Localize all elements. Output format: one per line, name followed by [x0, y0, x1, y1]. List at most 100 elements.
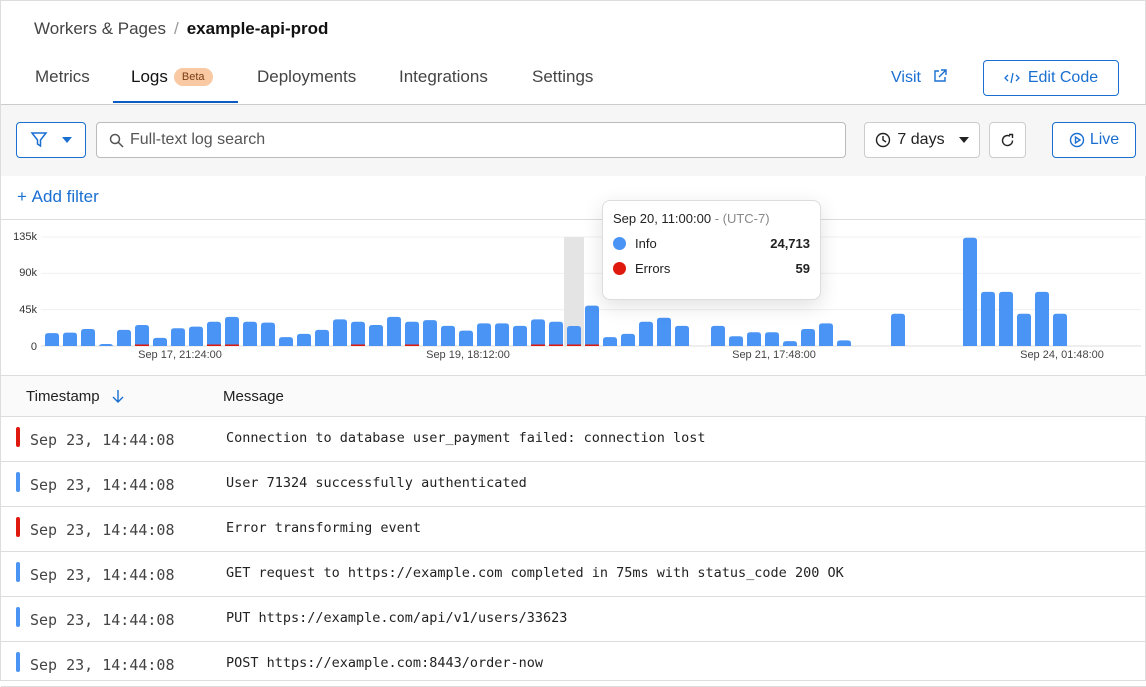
info-bar[interactable] — [405, 321, 419, 346]
info-bar[interactable] — [99, 343, 113, 347]
info-bar[interactable] — [495, 323, 509, 346]
x-tick-label: Sep 21, 17:48:00 — [732, 349, 816, 361]
info-bar[interactable] — [63, 332, 77, 346]
column-timestamp[interactable]: Timestamp — [26, 388, 124, 405]
info-bar[interactable] — [567, 326, 581, 346]
tooltip-timezone: (UTC-7) — [722, 211, 770, 226]
info-bar[interactable] — [765, 332, 779, 346]
filter-icon — [30, 132, 48, 148]
log-message: Connection to database user_payment fail… — [226, 430, 706, 446]
log-timestamp: Sep 23, 14:44:08 — [30, 656, 175, 674]
code-icon — [1003, 72, 1020, 84]
info-bar[interactable] — [531, 319, 545, 346]
x-tick-label: Sep 24, 01:48:00 — [1020, 349, 1104, 361]
edit-code-button[interactable]: Edit Code — [983, 60, 1119, 96]
info-bar[interactable] — [441, 325, 455, 346]
info-bar[interactable] — [783, 341, 797, 346]
info-bar[interactable] — [45, 333, 59, 346]
breadcrumb: Workers & Pages / example-api-prod — [34, 19, 328, 39]
search-input[interactable] — [130, 131, 845, 149]
add-filter-button[interactable]: + Add filter — [17, 187, 99, 207]
info-bar[interactable] — [819, 323, 833, 346]
add-filter-label: Add filter — [31, 187, 99, 206]
info-bar[interactable] — [207, 321, 221, 346]
log-row[interactable]: Sep 23, 14:44:08 POST https://example.com… — [1, 642, 1146, 687]
filter-menu-button[interactable] — [16, 122, 86, 158]
info-bar[interactable] — [117, 329, 131, 346]
live-button[interactable]: Live — [1052, 122, 1136, 158]
info-bar[interactable] — [153, 337, 167, 346]
caret-down-icon — [62, 137, 72, 143]
info-bar[interactable] — [387, 316, 401, 346]
error-bar — [549, 344, 563, 346]
x-tick-label: Sep 17, 21:24:00 — [138, 349, 222, 361]
info-bar[interactable] — [351, 321, 365, 346]
log-timestamp: Sep 23, 14:44:08 — [30, 566, 175, 584]
info-bar[interactable] — [801, 329, 815, 346]
info-bar[interactable] — [225, 316, 239, 346]
log-row[interactable]: Sep 23, 14:44:08 GET request to https://e… — [1, 552, 1146, 597]
time-range-value: 7 days — [897, 131, 945, 148]
info-bar[interactable] — [747, 332, 761, 346]
log-row[interactable]: Sep 23, 14:44:08 Connection to database u… — [1, 417, 1146, 462]
info-bar[interactable] — [261, 322, 275, 346]
info-bar[interactable] — [963, 237, 977, 346]
level-indicator-error — [16, 427, 20, 447]
column-label: Timestamp — [26, 388, 100, 405]
info-bar[interactable] — [999, 291, 1013, 346]
info-bar[interactable] — [243, 321, 257, 346]
info-bar[interactable] — [333, 319, 347, 346]
info-bar[interactable] — [81, 329, 95, 346]
info-bar[interactable] — [549, 321, 563, 346]
tab-integrations[interactable]: Integrations — [399, 67, 488, 86]
y-tick-label: 135k — [13, 231, 37, 243]
info-bar[interactable] — [279, 337, 293, 346]
info-bar[interactable] — [315, 329, 329, 346]
info-bar[interactable] — [981, 291, 995, 346]
visit-link[interactable]: Visit — [891, 69, 948, 87]
info-bar[interactable] — [729, 336, 743, 346]
info-bar[interactable] — [189, 326, 203, 346]
info-bar[interactable] — [423, 320, 437, 346]
log-timestamp: Sep 23, 14:44:08 — [30, 611, 175, 629]
info-bar[interactable] — [585, 305, 599, 346]
x-tick-label: Sep 19, 18:12:00 — [426, 349, 510, 361]
tab-deployments[interactable]: Deployments — [257, 67, 357, 86]
beta-badge: Beta — [173, 68, 213, 86]
log-row[interactable]: Sep 23, 14:44:08 User 71324 successfully … — [1, 462, 1146, 507]
info-bar[interactable] — [135, 325, 149, 346]
tab-logs[interactable]: Logs Beta — [131, 67, 213, 87]
info-bar[interactable] — [891, 313, 905, 346]
breadcrumb-parent[interactable]: Workers & Pages — [34, 19, 166, 38]
info-bar[interactable] — [171, 328, 185, 346]
info-bar[interactable] — [1017, 313, 1031, 346]
log-search-field[interactable] — [96, 122, 846, 158]
info-bar[interactable] — [675, 325, 689, 346]
tab-metrics[interactable]: Metrics — [35, 67, 90, 86]
info-bar[interactable] — [639, 321, 653, 346]
refresh-button[interactable] — [989, 122, 1026, 158]
info-bar[interactable] — [369, 325, 383, 346]
time-range-select[interactable]: 7 days — [864, 122, 980, 158]
tab-settings[interactable]: Settings — [532, 67, 594, 86]
tab-logs-label: Logs — [131, 67, 168, 86]
y-tick-label: 90k — [19, 267, 37, 279]
info-bar[interactable] — [297, 333, 311, 346]
log-message: PUT https://example.com/api/v1/users/336… — [226, 610, 568, 626]
info-bar[interactable] — [837, 340, 851, 346]
info-bar[interactable] — [657, 317, 671, 346]
info-bar[interactable] — [477, 323, 491, 346]
info-bar[interactable] — [1035, 291, 1049, 346]
info-bar[interactable] — [513, 325, 527, 346]
column-message[interactable]: Message — [223, 388, 284, 405]
info-bar[interactable] — [621, 333, 635, 346]
error-bar — [135, 344, 149, 346]
error-dot-icon — [613, 262, 626, 275]
info-bar[interactable] — [1053, 313, 1067, 346]
info-bar[interactable] — [603, 337, 617, 346]
log-message: GET request to https://example.com compl… — [226, 565, 844, 581]
info-bar[interactable] — [459, 330, 473, 346]
log-row[interactable]: Sep 23, 14:44:08 Error transforming event — [1, 507, 1146, 552]
info-bar[interactable] — [711, 325, 725, 346]
log-row[interactable]: Sep 23, 14:44:08 PUT https://example.com/… — [1, 597, 1146, 642]
